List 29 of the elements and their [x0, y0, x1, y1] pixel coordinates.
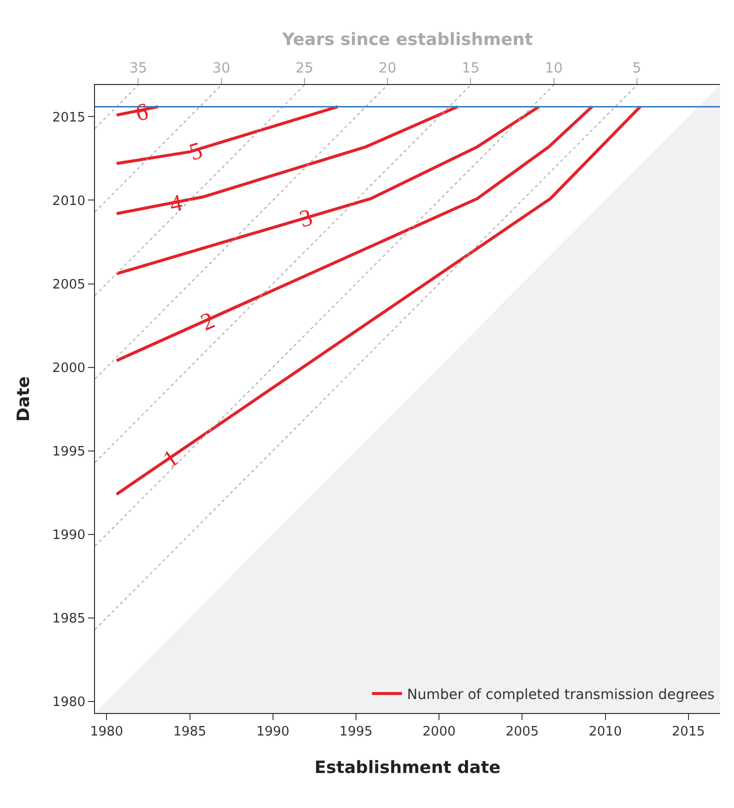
x2-tick-label: 30	[212, 60, 230, 76]
y-tick-label: 2000	[52, 360, 86, 376]
y-tick-label: 2005	[52, 277, 86, 292]
line-series	[115, 105, 594, 362]
x-tick-label: 2010	[588, 724, 622, 740]
x-tick-label: 2000	[422, 724, 456, 740]
y-tick-label: 1995	[52, 444, 86, 460]
x2-tick-label: 5	[632, 60, 642, 76]
y-tick-label: 2010	[52, 194, 86, 209]
x2-tick-label: 25	[296, 60, 314, 76]
x2-tick-label: 15	[462, 60, 480, 76]
legend-label: Number of completed transmission degrees	[407, 686, 715, 703]
x-tick-label: 1990	[256, 724, 290, 740]
y-tick-label: 2015	[52, 110, 86, 126]
x-tick-label: 1985	[173, 724, 206, 740]
x-tick-label: 1995	[339, 724, 373, 740]
x2-tick-label: 10	[544, 60, 563, 76]
x-axis-title: Establishment date	[314, 758, 501, 778]
x2-tick-label: 20	[378, 60, 396, 76]
y-tick-label: 1985	[52, 611, 86, 626]
x2-tick-label: 35	[129, 60, 148, 76]
x-tick-label: 2015	[672, 724, 705, 740]
y-tick-label: 1990	[52, 528, 86, 543]
x-tick-label: 1980	[90, 724, 124, 740]
x-tick-label: 2005	[506, 724, 539, 740]
line-series	[115, 105, 540, 276]
x2-axis-title: Years since establishment	[281, 30, 533, 50]
y-axis-title: Date	[14, 376, 34, 422]
y-tick-label: 1980	[52, 694, 86, 710]
